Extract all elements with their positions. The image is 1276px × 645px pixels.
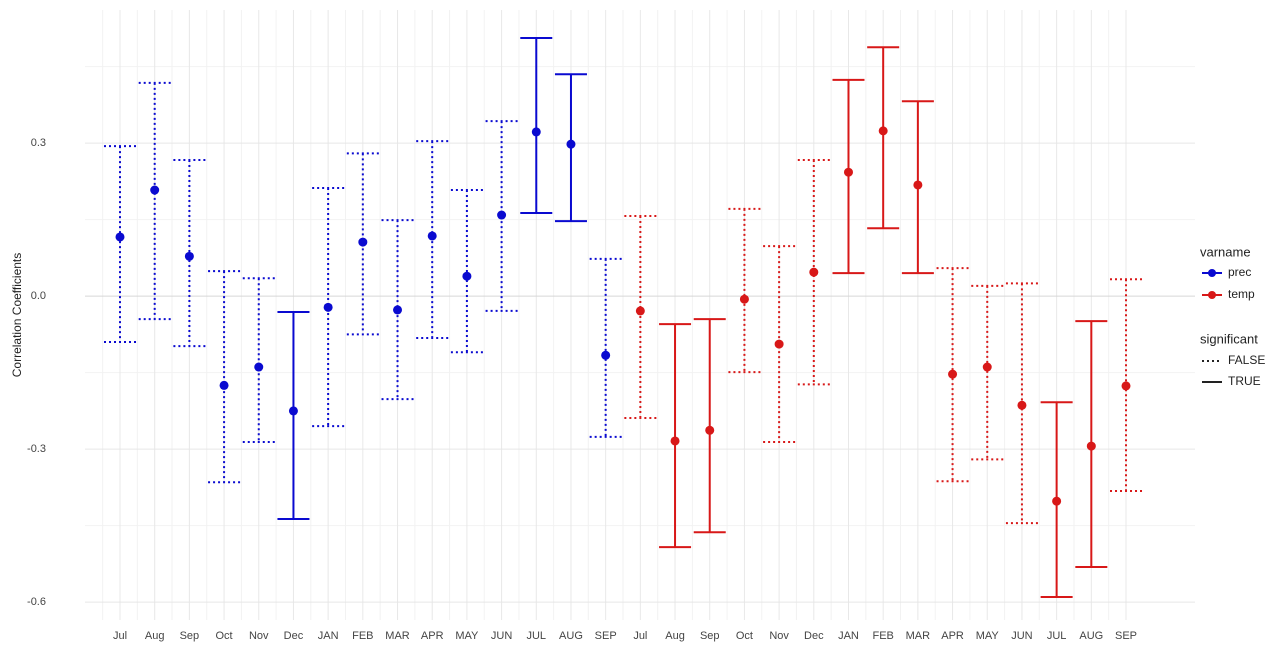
x-tick-label: Jul [113,630,127,642]
x-tick-label: Aug [145,630,165,642]
point [705,425,715,435]
legend-label: temp [1228,287,1255,301]
x-tick-label: APR [941,630,964,642]
error-bar [971,284,1004,461]
point [1086,441,1096,451]
point [1017,400,1027,410]
x-tick-label: MAY [455,630,479,642]
point [393,305,403,315]
point [982,362,992,372]
error-bar [485,120,518,312]
x-tick-label: Nov [249,630,269,642]
error-bar [416,140,449,339]
legend-swatch [1208,269,1216,277]
point [948,369,958,379]
legend-swatch [1208,291,1216,299]
error-bar [867,46,900,230]
point [115,232,125,242]
x-tick-label: Oct [216,630,233,642]
error-bar [277,310,310,521]
y-tick-label: 0.3 [31,137,46,149]
x-tick-label: SEP [595,630,617,642]
error-bar [763,245,796,443]
x-tick-label: MAR [906,630,931,642]
point [288,406,298,416]
point [635,306,645,316]
point [1052,496,1062,506]
point [358,237,368,247]
x-tick-label: Jul [633,630,647,642]
x-tick-label: SEP [1115,630,1137,642]
point [219,380,229,390]
error-bar [450,189,483,354]
point [878,126,888,136]
x-tick-label: Dec [284,630,304,642]
point [774,339,784,349]
legend-label: prec [1228,265,1251,279]
x-tick-label: Sep [700,630,720,642]
error-bar [659,323,692,549]
x-tick-label: JAN [318,630,339,642]
point [323,302,333,312]
error-bar [624,215,657,420]
y-tick-label: 0.0 [31,290,46,302]
error-bar [693,318,726,534]
point [913,180,923,190]
error-bar [381,219,414,401]
y-tick-label: -0.3 [27,443,46,455]
point [462,271,472,281]
x-tick-label: APR [421,630,444,642]
x-tick-label: Sep [180,630,200,642]
point [254,362,264,372]
error-bar [138,81,171,321]
point [809,267,819,277]
point [601,350,611,360]
point [670,436,680,446]
x-tick-label: MAY [976,630,1000,642]
x-tick-label: Oct [736,630,753,642]
x-tick-label: AUG [559,630,583,642]
point [843,167,853,177]
legend-label: TRUE [1228,374,1261,388]
x-tick-label: Dec [804,630,824,642]
error-bar [589,257,622,438]
point [497,210,507,220]
point [427,231,437,241]
point [739,294,749,304]
legend-title: significant [1200,331,1258,346]
x-tick-label: Aug [665,630,685,642]
error-bar [208,270,241,484]
x-tick-label: JUL [526,630,546,642]
error-bar [520,37,553,214]
x-tick-label: JUL [1047,630,1067,642]
point [566,139,576,149]
x-tick-label: Nov [769,630,789,642]
point [184,251,194,261]
x-tick-label: JAN [838,630,859,642]
error-bar [242,277,275,443]
point [150,185,160,195]
legend-label: FALSE [1228,353,1265,367]
x-tick-label: AUG [1079,630,1103,642]
x-tick-label: FEB [352,630,373,642]
point [1121,381,1131,391]
error-bar [312,187,345,428]
error-bar [797,158,830,386]
y-axis-label: Correlation Coefficients [10,253,24,378]
y-tick-label: -0.6 [27,596,46,608]
error-bar [1005,282,1038,525]
x-tick-label: JUN [491,630,512,642]
error-bar [104,145,136,344]
legend-title: varname [1200,244,1251,259]
x-tick-label: MAR [385,630,410,642]
error-bar [173,158,206,348]
x-tick-label: FEB [872,630,893,642]
point [531,127,541,137]
x-tick-label: JUN [1011,630,1032,642]
error-bar [728,207,761,374]
